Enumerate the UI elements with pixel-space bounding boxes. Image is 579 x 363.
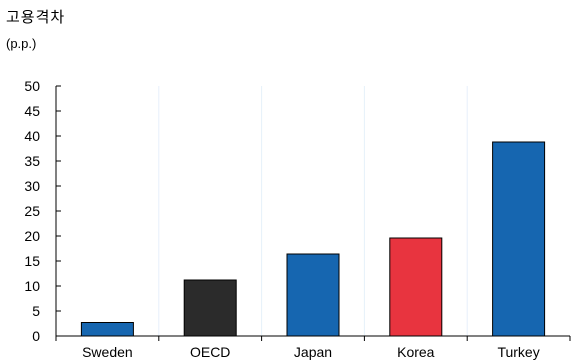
y-tick-label: 15 xyxy=(24,253,40,269)
x-tick-label-turkey: Turkey xyxy=(497,344,539,360)
bar-japan xyxy=(286,253,340,337)
x-tick-label-sweden: Sweden xyxy=(82,344,133,360)
y-tick-label: 30 xyxy=(24,178,40,194)
x-tick-label-japan: Japan xyxy=(294,344,332,360)
axes-group: 0 5 10 15 20 25 30 35 40 45 50 Sweden OECD Japan Korea… xyxy=(24,78,571,360)
y-axis-title: 고용격차 xyxy=(6,8,66,26)
y-tick-label: 40 xyxy=(24,128,40,144)
bar-korea xyxy=(389,237,443,337)
y-axis-unit: (p.p.) xyxy=(6,36,37,51)
bars-group xyxy=(80,141,546,337)
y-tick-label: 20 xyxy=(24,228,40,244)
x-tick-label-oecd: OECD xyxy=(190,344,230,360)
bar-turkey xyxy=(492,141,546,337)
y-tick-label: 50 xyxy=(24,78,40,94)
y-tick-label: 25 xyxy=(24,203,40,219)
y-tick-label: 5 xyxy=(32,303,40,319)
y-tick-label: 10 xyxy=(24,278,40,294)
y-tick-label: 0 xyxy=(32,328,40,344)
bar-sweden xyxy=(80,322,134,337)
y-tick-label: 35 xyxy=(24,153,40,169)
x-tick-label-korea: Korea xyxy=(397,344,435,360)
y-tick-label: 45 xyxy=(24,103,40,119)
bar-oecd xyxy=(183,279,237,337)
